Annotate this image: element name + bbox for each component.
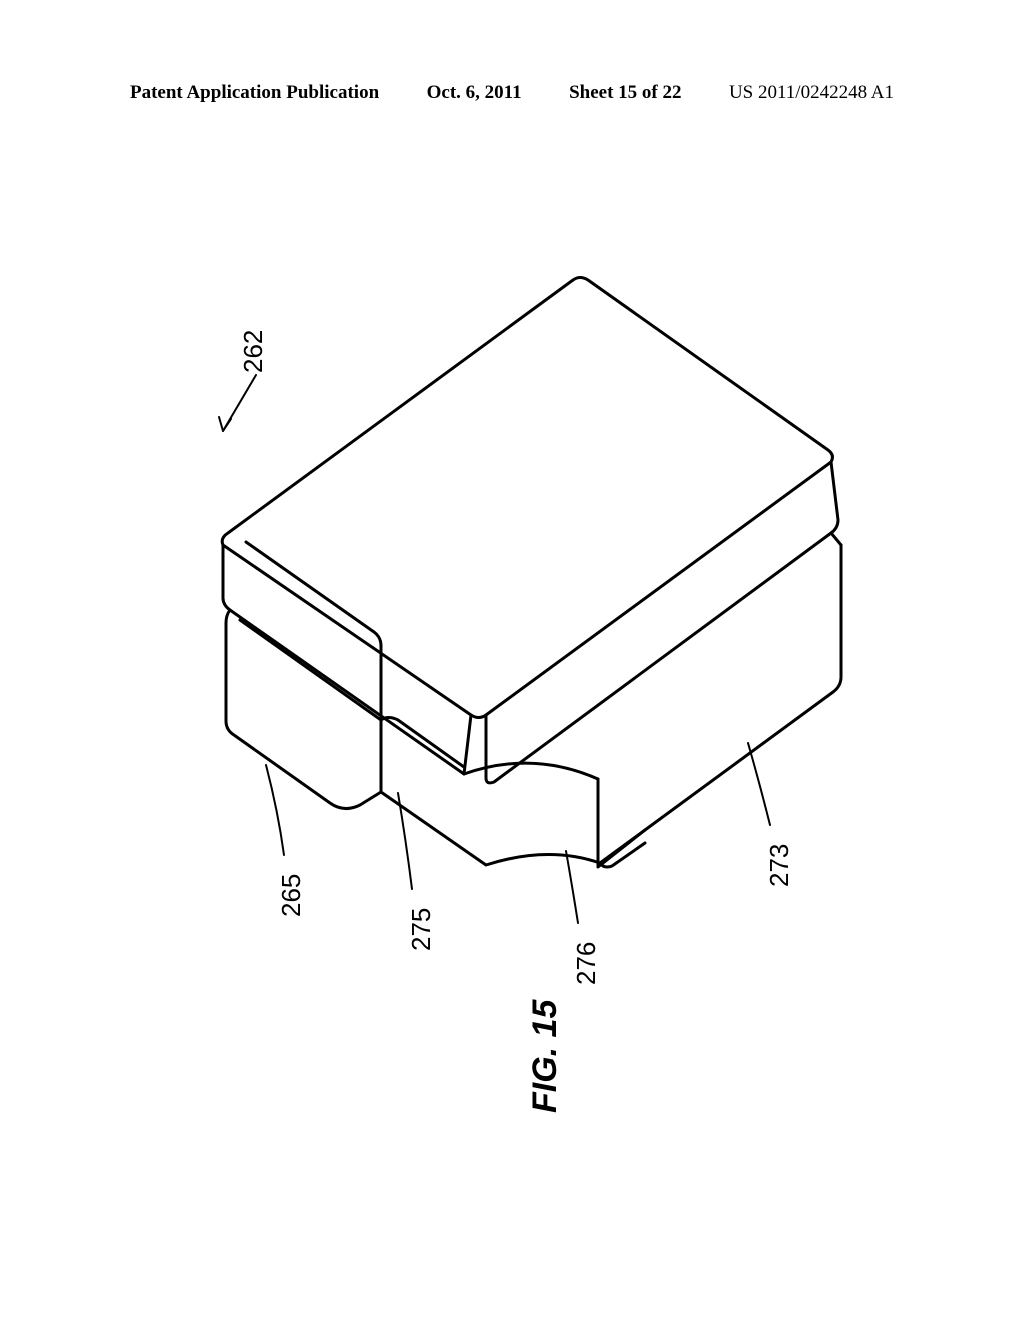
publication-label: Patent Application Publication [130, 82, 379, 104]
figure-caption: FIG. 15 [526, 1000, 565, 1113]
document-number: US 2011/0242248 A1 [729, 82, 894, 104]
ref-275: 275 [406, 908, 437, 951]
patent-drawing [128, 245, 898, 1195]
figure-15: 262 265 275 276 273 FIG. 15 [128, 245, 898, 1195]
page-header: Patent Application Publication Oct. 6, 2… [0, 82, 1024, 104]
sheet-number: Sheet 15 of 22 [569, 82, 681, 104]
ref-262: 262 [238, 330, 269, 373]
ref-276: 276 [571, 942, 602, 985]
publication-date: Oct. 6, 2011 [427, 82, 522, 104]
ref-265: 265 [276, 874, 307, 917]
ref-273: 273 [764, 844, 795, 887]
